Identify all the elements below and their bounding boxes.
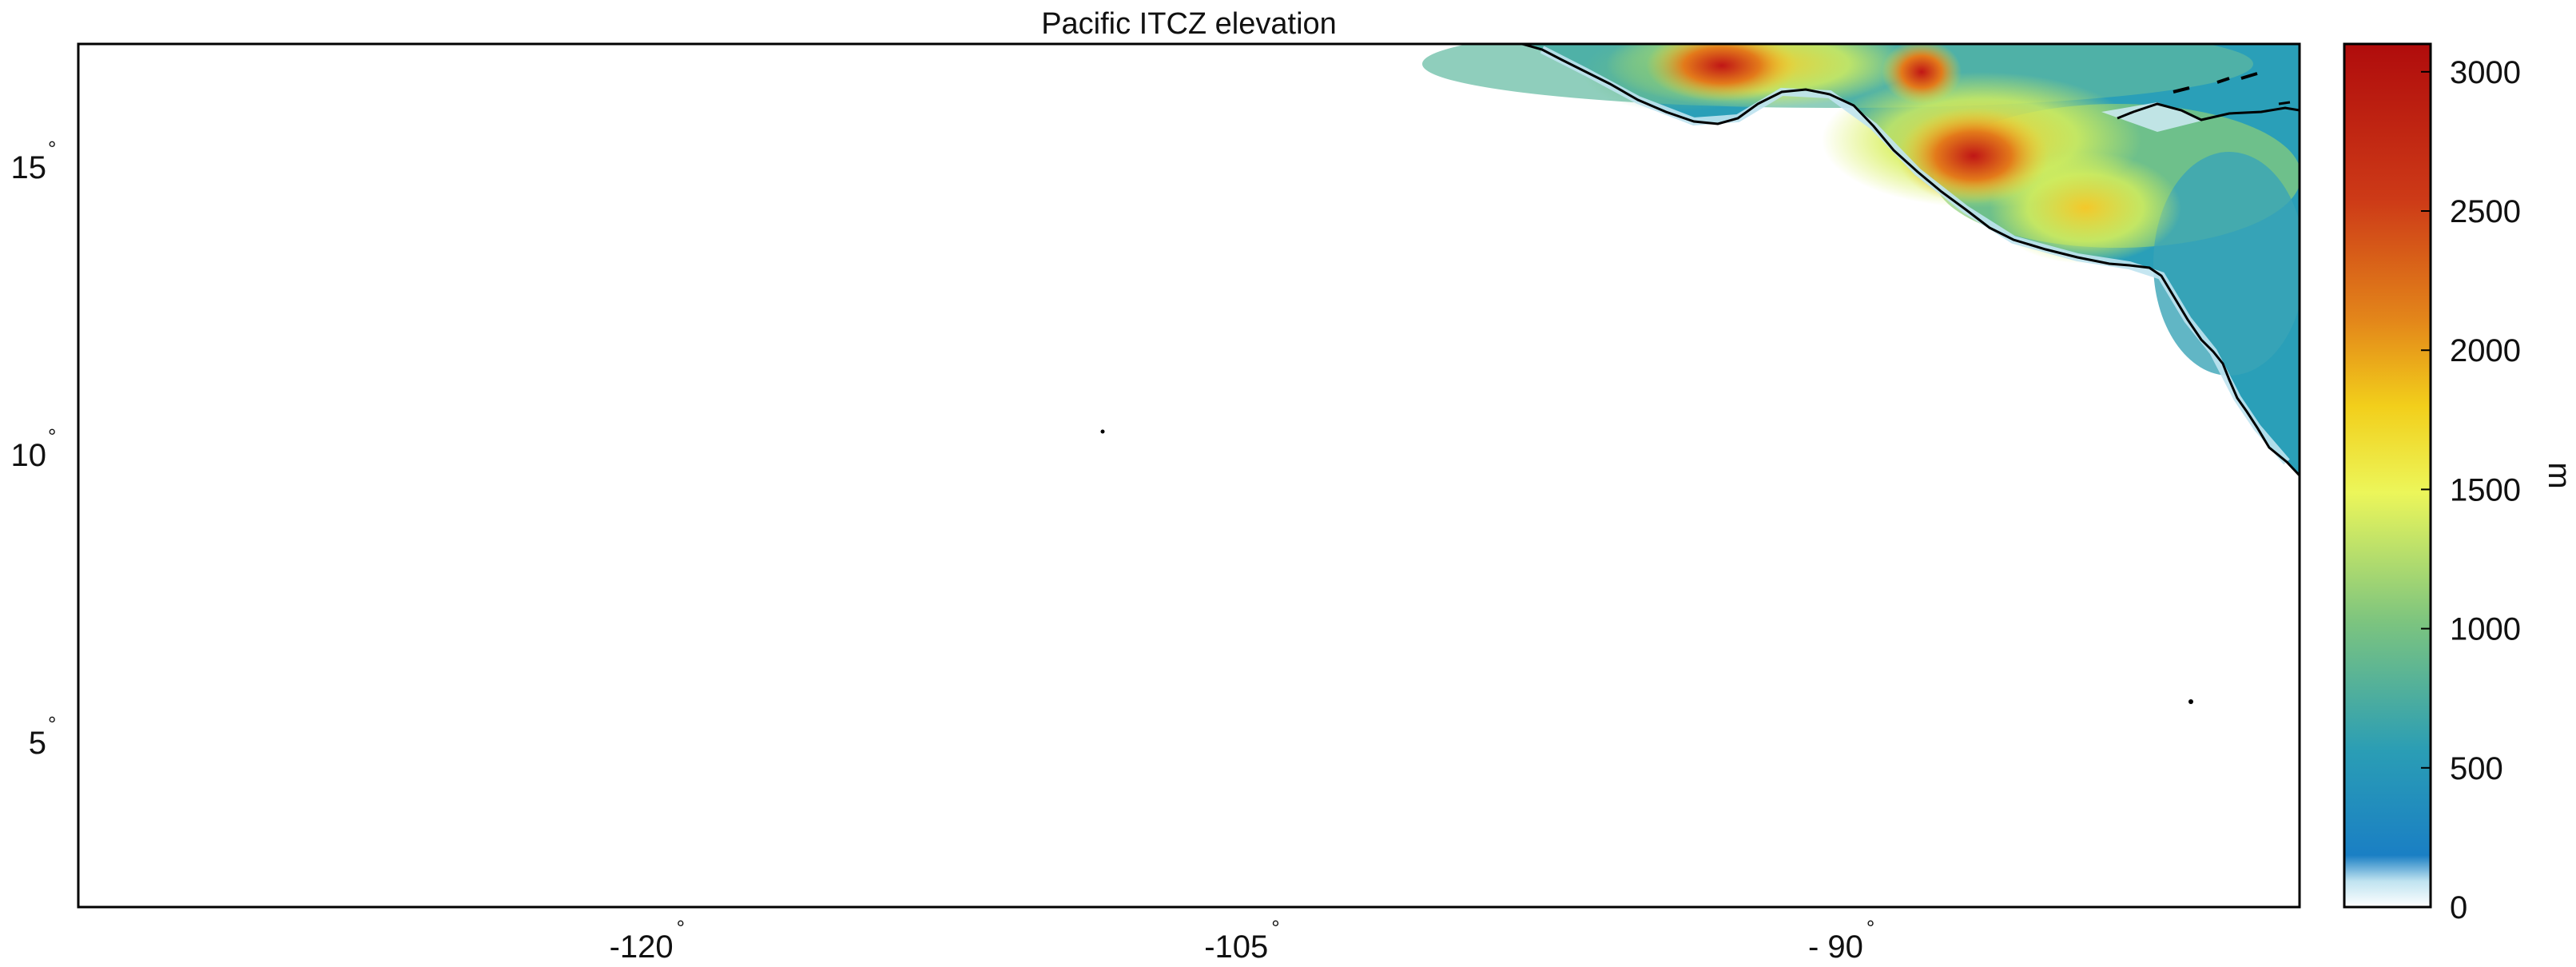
colorbar-tick-label: 2000 [2450,333,2521,368]
degree-symbol: ° [677,916,685,940]
colorbar-tick-label: 0 [2450,890,2467,925]
small-island [1100,429,1105,434]
island-fragment [2240,72,2258,80]
mountain-peak [1898,108,2049,204]
degree-symbol: ° [48,424,56,448]
map-title: Pacific ITCZ elevation [1041,7,1337,41]
latitude-tick-label: 15 [11,150,47,185]
colorbar-label: m [2542,462,2576,488]
longitude-tick-label: -120 [610,929,674,963]
longitude-tick-label: - 90 [1808,929,1863,963]
terrain-band [2153,152,2300,376]
land-elevation [1422,44,2300,476]
caribbean-lowland [2101,102,2205,132]
colorbar-tick-label: 500 [2450,751,2503,786]
colorbar-tick-label: 1000 [2450,612,2521,647]
island-fragment [2173,86,2190,94]
longitude-ticks: -120°-105°- 90° [610,916,1875,965]
colorbar-tick-label: 2500 [2450,194,2521,229]
colorbar-tick-label: 1500 [2450,472,2521,507]
caribbean-coastline [2117,102,2300,121]
mountain-peak [1882,44,1962,104]
latitude-tick-label: 5 [29,726,46,761]
mountain-peak [1646,44,1798,101]
longitude-tick-label: -105 [1204,929,1268,963]
island-fragment [2216,77,2230,84]
degree-symbol: ° [48,712,56,736]
degree-symbol: ° [1866,916,1874,940]
colorbar-ticks: 0 500 1000 1500 2000 2500 3000 [2421,55,2521,925]
degree-symbol: ° [1271,916,1279,940]
island-fragment [2278,101,2291,105]
latitude-tick-label: 10 [11,438,47,473]
latitude-ticks: 15°10°5° [11,137,57,761]
colorbar [2343,42,2432,909]
pacific-coastline [1521,44,2300,477]
colorbar-tick-label: 3000 [2450,55,2521,90]
map-frame [77,42,2301,909]
degree-symbol: ° [48,137,56,161]
coastline [1100,44,2300,704]
small-island [2188,699,2193,704]
